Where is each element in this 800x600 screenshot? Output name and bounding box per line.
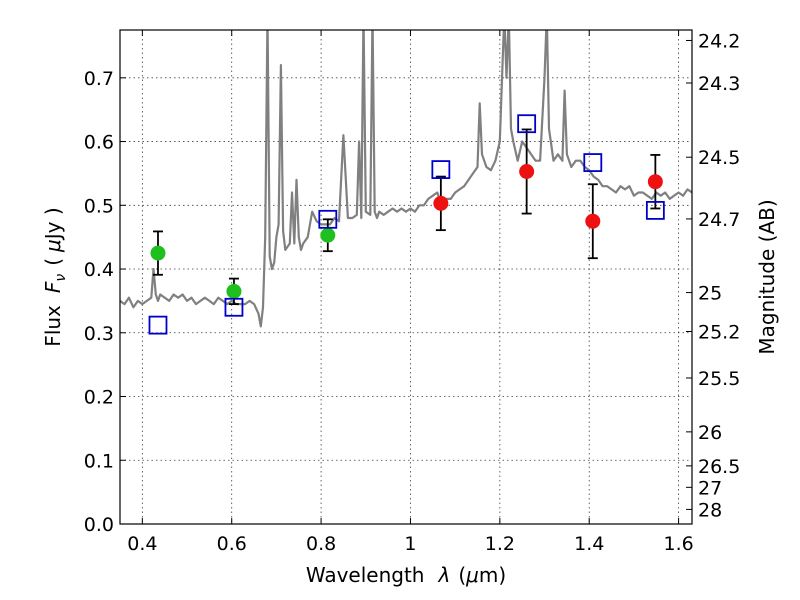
model-photometry-square (583, 153, 603, 172)
model-photometry-square (431, 160, 451, 179)
y-tick-label: 0.3 (84, 323, 114, 345)
y2-tick-label: 26.5 (698, 456, 740, 478)
model-photometry-square (224, 297, 244, 317)
green-data-point (150, 245, 166, 261)
y2-tick-label: 26 (698, 422, 722, 444)
x-tick-label: 1.2 (485, 533, 515, 555)
y2-axis-label: Magnitude (AB) (755, 199, 779, 354)
y-tick-label: 0.7 (84, 68, 114, 90)
grid-lines (120, 30, 692, 525)
y-axis-label: FluxFν(μJy ) (41, 207, 69, 346)
red-data-point (519, 164, 535, 180)
red-data-point (585, 213, 601, 229)
red-data-point (433, 195, 449, 211)
x-tick-label: 0.8 (306, 533, 336, 555)
x-tick-label: 0.6 (217, 533, 247, 555)
x-axis-label: Wavelength λ (μm) (306, 563, 506, 587)
y2-tick-label: 24.7 (698, 209, 740, 231)
model-photometry-square (645, 200, 665, 220)
x-tick-label: 1.4 (574, 533, 604, 555)
x-tick-label: 1 (404, 533, 416, 555)
model-photometry-square (318, 209, 338, 229)
y2-tick-label: 24.5 (698, 147, 740, 169)
y-tick-label: 0.2 (84, 387, 114, 409)
x-tick-label: 1.6 (663, 533, 693, 555)
model-spectrum-line (120, 30, 692, 328)
y2-tick-label: 24.2 (698, 30, 740, 52)
y2-tick-label: 28 (698, 499, 722, 521)
green-data-point (226, 283, 242, 299)
data-points-layer (148, 114, 665, 335)
model-photometry-square (148, 315, 168, 335)
y-tick-label: 0.0 (84, 514, 114, 536)
model-photometry-square (517, 114, 537, 134)
y2-tick-label: 27 (698, 477, 722, 499)
green-data-point (320, 227, 336, 243)
model-spectrum-layer (120, 30, 692, 328)
y2-tick-label: 24.3 (698, 73, 740, 95)
x-tick-label: 0.4 (127, 533, 157, 555)
y2-tick-label: 25.2 (698, 322, 740, 344)
y2-tick-label: 25 (698, 283, 722, 305)
y-tick-label: 0.6 (84, 132, 114, 154)
y-tick-label: 0.1 (84, 450, 114, 472)
red-data-point (647, 174, 663, 190)
y2-tick-label: 25.5 (698, 368, 740, 390)
plot-frame (119, 29, 693, 525)
y-tick-label: 0.5 (84, 195, 114, 217)
y-tick-label: 0.4 (84, 259, 114, 281)
axis-ticks: 0.4 0.6 0.8 1 1.2 1.4 1.6 0.0 0.1 0.2 0.3 0.4 0.5 0.6… (84, 30, 740, 555)
